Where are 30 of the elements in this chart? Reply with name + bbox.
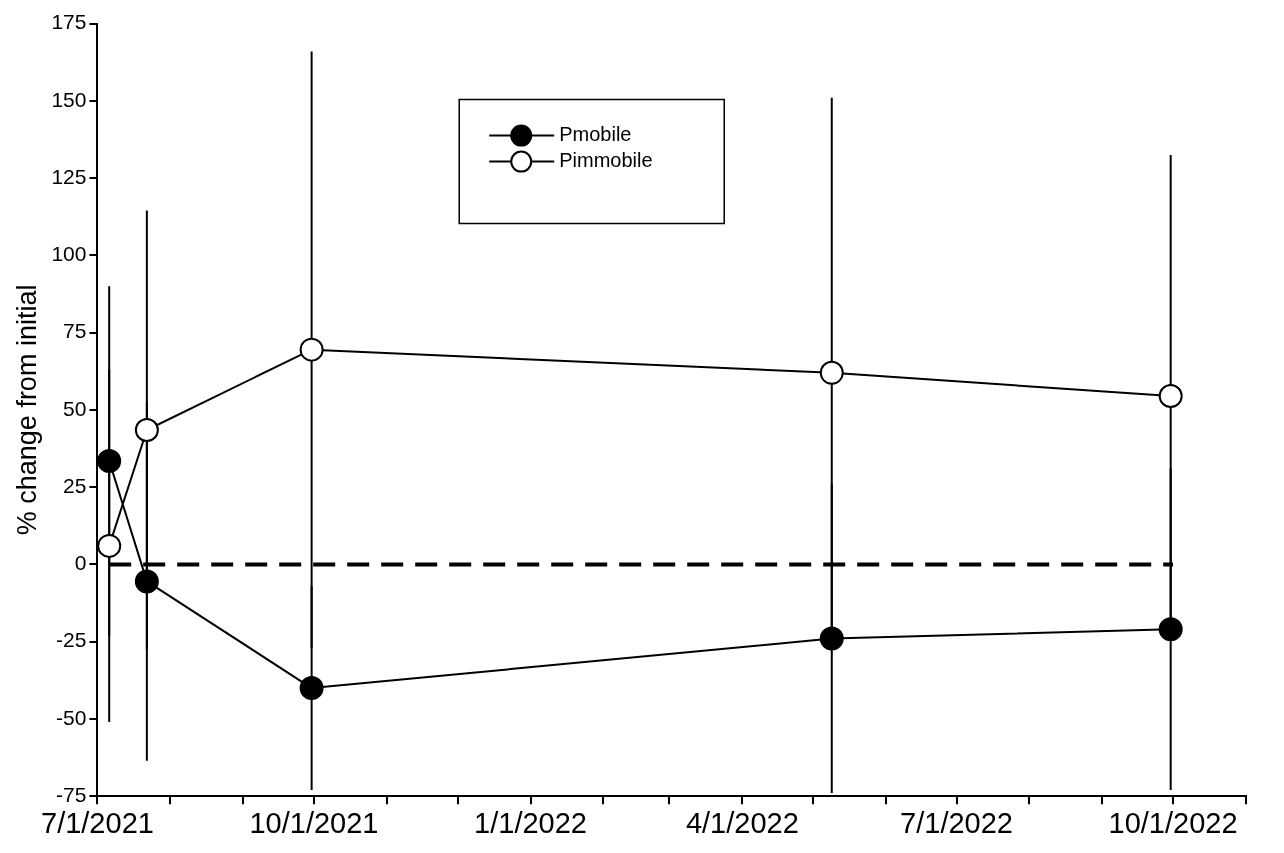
y-tick-label: -75 [56, 783, 87, 806]
point [97, 533, 122, 558]
x-tick-label: 10/1/2021 [249, 806, 379, 839]
y-tick-label: 75 [63, 319, 87, 343]
point [819, 626, 844, 651]
y-tick-label: 150 [51, 87, 87, 111]
point [1158, 383, 1183, 408]
y-tick-label: 125 [51, 164, 87, 188]
x-tick-label: 1/1/2022 [474, 806, 587, 839]
point [299, 337, 324, 362]
point [299, 676, 324, 701]
point [134, 569, 159, 594]
point [1158, 617, 1183, 642]
y-tick-label: 100 [51, 242, 87, 266]
x-tick-label: 7/1/2021 [40, 806, 154, 839]
y-axis-title: % change from initial [11, 284, 42, 536]
y-tick-label: -50 [56, 705, 87, 729]
y-tick-label: 175 [51, 10, 87, 34]
x-tick-label: 4/1/2022 [685, 806, 799, 839]
x-tick-label: 7/1/2022 [900, 806, 1013, 839]
point [134, 417, 159, 442]
legend-label: Pmobile [559, 123, 632, 146]
point [819, 360, 844, 385]
x-tick-label: 10/1/2022 [1108, 806, 1238, 839]
y-tick-label: 50 [63, 396, 87, 420]
y-tick-label: 0 [74, 551, 87, 575]
point [97, 448, 122, 473]
y-tick-label: -25 [56, 628, 87, 652]
legend-label: Pimmobile [559, 149, 653, 172]
y-tick-label: 25 [63, 473, 87, 497]
